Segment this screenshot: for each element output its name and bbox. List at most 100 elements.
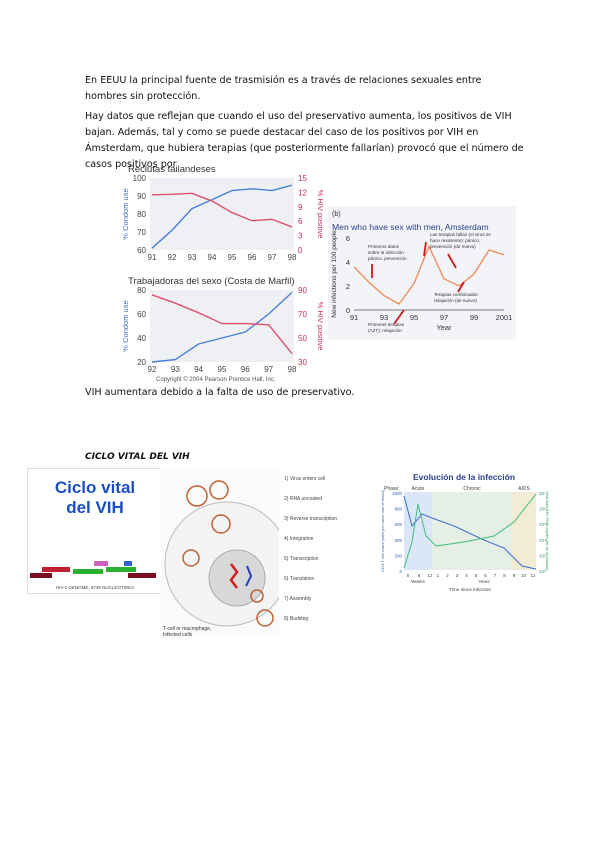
x-label-weeks: Weeks <box>411 579 425 584</box>
chart-title: Trabajadoras del sexo (Costa de Marfil) <box>128 276 295 287</box>
annotation-first-data: pánico, prevención <box>368 256 407 261</box>
x-tick: 93 <box>188 253 197 262</box>
y-axis-label-right: Viral load (HIV RNA copies per ml of pla… <box>545 491 550 571</box>
hiv-genome-map <box>30 561 156 578</box>
x-tick-years: 5 <box>475 573 478 578</box>
y-tick-right: 10⁷ <box>539 491 546 496</box>
x-tick-years: 6 <box>484 573 487 578</box>
y-tick: 0 <box>346 306 350 315</box>
y-axis-label-left: % Condom use <box>121 300 130 351</box>
lifecycle-title-panel: Ciclo vital del VIH HIV-1 GENOME, 9749 N… <box>27 468 163 594</box>
paragraph-condom-data: Hay datos que reflejan que cuando el uso… <box>85 111 524 170</box>
x-tick-weeks: 0 <box>407 573 410 578</box>
step-7: 7) Assembly <box>284 596 312 602</box>
x-tick: 97 <box>440 313 448 322</box>
y-tick: 2 <box>346 282 350 291</box>
series-hiv-positive <box>151 294 293 355</box>
step-6: 6) Translation <box>284 576 315 582</box>
chart-thai-recruits: Reclutas tailandeses 60 70 80 90 100 0 3 6 9 12 15 9… <box>118 154 326 266</box>
x-tick-years: 2 <box>446 573 449 578</box>
chart-evolution: Evolución de la infección Phase: Acute Chro… <box>378 468 551 595</box>
phase-label: Phase: <box>384 486 400 492</box>
y-tick: 4 <box>346 258 350 267</box>
x-tick: 98 <box>288 253 297 262</box>
x-tick-weeks: 6 <box>418 573 421 578</box>
chart-evolution-svg: Evolución de la infección Phase: Acute Chro… <box>380 472 550 593</box>
step-1: 1) Virus enters cell <box>284 476 325 482</box>
x-tick: 97 <box>268 253 277 262</box>
y-tick-right: 10³ <box>539 553 546 558</box>
x-tick: 95 <box>410 313 418 322</box>
annotation-azt: Primeras terapias <box>368 322 405 327</box>
annotation-therapy-fail: hace resistente): pánico, <box>430 238 480 243</box>
annotation-azt: (AZT): relajación <box>368 328 402 333</box>
y-tick-left: 60 <box>137 246 146 255</box>
paragraph-conclusion: VIH aumentara debido a la falta de uso d… <box>85 387 355 398</box>
copyright-text: Copyright © 2004 Pearson Prentice Hall, … <box>156 376 276 383</box>
chart-title: Reclutas tailandeses <box>128 164 216 175</box>
y-tick-left: 200 <box>394 553 402 558</box>
x-tick-years: 1 <box>437 573 440 578</box>
y-tick-right: 90 <box>298 286 307 295</box>
step-5: 5) Transcription <box>284 556 319 562</box>
lifecycle-title-line1: Ciclo vital <box>55 478 135 497</box>
x-tick: 94 <box>208 253 217 262</box>
y-tick-left: 60 <box>137 310 146 319</box>
annotation-therapy-fail: prevención (de nuevo) <box>430 244 476 249</box>
series-hiv-positive <box>151 192 293 228</box>
x-tick: 95 <box>218 365 227 374</box>
step-3: 3) Reverse transcription <box>284 516 337 522</box>
chart-title: Men who have sex with men, Amsterdam <box>332 222 489 232</box>
annotation-arrow <box>423 241 427 257</box>
y-tick-right: 0 <box>298 246 303 255</box>
phase-chronic: Chronic <box>463 486 481 492</box>
x-tick: 99 <box>470 313 478 322</box>
chart-ivory-coast-svg: Trabajadoras del sexo (Costa de Marfil) 2… <box>121 276 325 383</box>
y-tick-left: 1000 <box>392 491 403 496</box>
y-tick-right: 6 <box>298 217 303 226</box>
x-tick: 96 <box>248 253 257 262</box>
phase-acute-band <box>404 492 432 570</box>
y-axis-label: New infections per 100 people <box>331 230 338 318</box>
x-tick-years: 4 <box>465 573 468 578</box>
x-tick-years: 11 <box>531 573 536 578</box>
y-axis-label-right: % HIV positive <box>316 302 325 351</box>
x-tick: 93 <box>171 365 180 374</box>
y-tick-right: 12 <box>298 188 307 197</box>
y-axis-label-left: % Condom use <box>121 188 130 239</box>
x-tick: 2001 <box>496 313 513 322</box>
x-tick: 95 <box>228 253 237 262</box>
x-tick: 92 <box>168 253 177 262</box>
macrophage-label-1: T-cell or macrophage, <box>163 626 211 632</box>
x-tick-years: 3 <box>456 573 459 578</box>
x-tick: 91 <box>350 313 358 322</box>
lifecycle-cell-diagram: T-cell or macrophage, Infected cells <box>161 468 279 638</box>
x-axis-title: Time since infection <box>449 587 492 593</box>
y-tick-left: 40 <box>137 334 146 343</box>
y-tick-right: 10⁵ <box>539 522 546 527</box>
x-tick: 93 <box>380 313 388 322</box>
evolution-title: Evolución de la infección <box>413 472 515 482</box>
y-axis-label-right: % HIV positive <box>316 190 325 239</box>
y-tick-left: 600 <box>394 522 402 527</box>
phase-aids-band <box>512 492 536 570</box>
x-tick: 98 <box>288 365 297 374</box>
y-axis-label-left: CD4 T cell count (cells per cubic mm of … <box>380 490 385 572</box>
annotation-combined-therapy: relajación (de nuevo) <box>434 298 477 303</box>
step-2: 2) RNA uncoated <box>284 496 322 502</box>
y-tick-left: 80 <box>137 210 146 219</box>
y-tick-right: 50 <box>298 334 307 343</box>
lifecycle-title-line2: del VIH <box>66 498 124 517</box>
series-viral-load <box>403 493 537 569</box>
y-tick-right: 10⁶ <box>539 507 546 512</box>
y-tick-left: 90 <box>137 192 146 201</box>
series-condom-use <box>151 184 293 249</box>
annotation-therapy-fail: Las terapias fallan (el virus se <box>430 232 491 237</box>
section-title: CICLO VITAL DEL VIH <box>85 452 190 462</box>
x-label-years: Years <box>478 579 490 584</box>
y-tick-right: 10⁴ <box>539 538 546 543</box>
x-tick: 94 <box>194 365 203 374</box>
x-tick-weeks: 12 <box>427 573 433 578</box>
x-tick-years: 8 <box>503 573 506 578</box>
y-tick-right: 10² <box>539 569 546 574</box>
